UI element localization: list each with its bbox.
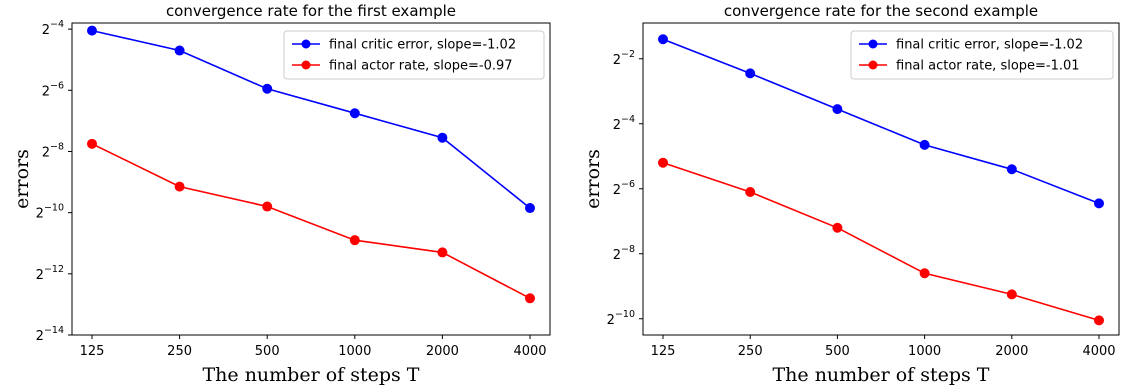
data-point bbox=[1094, 198, 1104, 209]
data-point bbox=[174, 181, 185, 192]
x-tick-label: 500 bbox=[825, 344, 850, 359]
data-point bbox=[919, 268, 930, 279]
plot-frame bbox=[642, 22, 1120, 336]
data-point bbox=[919, 139, 930, 150]
legend-box bbox=[283, 30, 545, 80]
legend-marker bbox=[868, 39, 878, 49]
x-axis-label: The number of steps T bbox=[773, 364, 990, 386]
x-tick-label: 500 bbox=[255, 344, 280, 359]
y-tick-label: 2−12 bbox=[36, 264, 64, 283]
y-axis-label: errors bbox=[11, 149, 33, 209]
legend-entry: final actor rate, slope=-0.97 bbox=[329, 59, 513, 74]
y-tick-label: 2−4 bbox=[613, 114, 635, 133]
legend-box bbox=[850, 30, 1114, 80]
y-tick-label: 2−6 bbox=[42, 80, 64, 99]
legend-marker bbox=[868, 60, 878, 70]
data-point bbox=[262, 201, 273, 212]
data-point bbox=[832, 222, 843, 233]
y-tick-label: 2−14 bbox=[36, 325, 64, 344]
x-tick-label: 1000 bbox=[908, 344, 941, 359]
data-point bbox=[832, 104, 843, 115]
x-tick-label: 2000 bbox=[426, 344, 459, 359]
data-point bbox=[349, 235, 360, 246]
x-tick-label: 250 bbox=[167, 344, 192, 359]
data-point bbox=[658, 34, 668, 45]
data-point bbox=[658, 157, 668, 168]
data-point bbox=[1094, 315, 1104, 326]
y-tick-label: 2−4 bbox=[42, 19, 64, 38]
x-tick-label: 125 bbox=[80, 344, 105, 359]
data-point bbox=[1006, 289, 1017, 300]
data-point bbox=[525, 293, 535, 304]
x-axis-label: The number of steps T bbox=[203, 364, 420, 386]
chart-panel-2: convergence rate for the second example 1… bbox=[582, 2, 1120, 386]
x-tick-label: 4000 bbox=[1082, 344, 1115, 359]
legend-entry: final critic error, slope=-1.02 bbox=[896, 38, 1083, 53]
data-point bbox=[745, 187, 756, 197]
data-point bbox=[349, 108, 360, 119]
series-line-1 bbox=[91, 29, 531, 209]
data-point bbox=[437, 132, 448, 143]
series-line-2 bbox=[91, 143, 531, 300]
x-tick-label: 125 bbox=[651, 344, 676, 359]
series-line-2 bbox=[662, 162, 1100, 322]
y-tick-label: 2−6 bbox=[613, 179, 635, 198]
chart-title: convergence rate for the second example bbox=[724, 2, 1038, 20]
series-line-1 bbox=[662, 38, 1100, 205]
y-tick-label: 2−8 bbox=[42, 141, 64, 160]
y-tick-label: 2−2 bbox=[613, 49, 635, 68]
legend-marker bbox=[301, 60, 311, 70]
data-point bbox=[745, 68, 756, 79]
x-tick-label: 2000 bbox=[995, 344, 1028, 359]
y-tick-label: 2−8 bbox=[613, 244, 635, 263]
data-point bbox=[262, 83, 273, 94]
data-point bbox=[174, 45, 185, 56]
data-point bbox=[525, 203, 535, 214]
legend-entry: final actor rate, slope=-1.01 bbox=[896, 59, 1080, 74]
data-point bbox=[87, 138, 97, 149]
y-tick-label: 2−10 bbox=[607, 309, 635, 328]
x-tick-label: 250 bbox=[738, 344, 763, 359]
legend: final critic error, slope=-1.02 final act… bbox=[283, 30, 545, 80]
data-point bbox=[87, 25, 97, 36]
x-tick-label: 4000 bbox=[513, 344, 546, 359]
x-tick-label: 1000 bbox=[338, 344, 371, 359]
legend-entry: final critic error, slope=-1.02 bbox=[329, 38, 516, 53]
data-point bbox=[437, 247, 448, 258]
y-tick-label: 2−10 bbox=[36, 203, 64, 222]
chart-panel-1: convergence rate for the first example 12… bbox=[11, 2, 551, 386]
legend-marker bbox=[301, 39, 311, 49]
chart-title: convergence rate for the first example bbox=[166, 2, 456, 20]
legend: final critic error, slope=-1.02 final act… bbox=[850, 30, 1114, 80]
plot-frame bbox=[71, 22, 551, 336]
data-point bbox=[1006, 164, 1017, 175]
y-axis-label: errors bbox=[582, 149, 604, 209]
